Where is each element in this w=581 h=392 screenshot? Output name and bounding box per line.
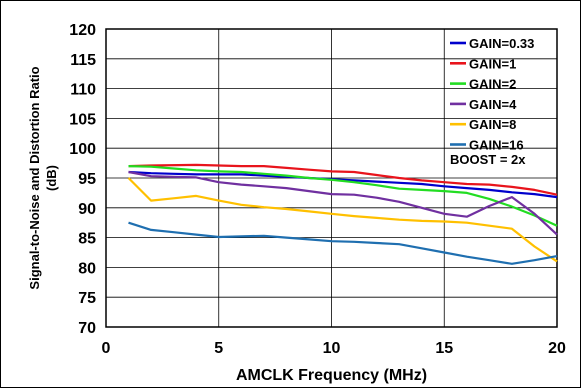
y-tick-label: 110 [70, 82, 96, 99]
x-tick-label: 20 [548, 340, 566, 357]
y-tick-label: 70 [78, 320, 96, 337]
series-line-1 [128, 170, 558, 199]
x-tick-label: 5 [214, 340, 223, 357]
series-line-6 [128, 221, 558, 265]
legend-label: GAIN=4 [469, 97, 517, 112]
legend-label: GAIN=16 [469, 138, 524, 153]
series-line-4 [128, 170, 558, 236]
grid-lines [105, 28, 558, 328]
x-tick-label: 15 [435, 340, 453, 357]
y-tick-label: 75 [78, 290, 96, 307]
y-tick-label: 105 [69, 111, 96, 128]
y-axis-unit-label: (dB) [44, 165, 59, 191]
y-axis-label: Signal-to-Noise and Distortion Ratio [27, 66, 42, 289]
y-tick-label: 90 [78, 201, 96, 218]
y-tick-label: 120 [69, 22, 96, 39]
plot-area [105, 28, 558, 328]
y-axis-ticks: 70 75 80 85 90 95 100 105 110 115 120 [69, 22, 96, 337]
legend-label: GAIN=0.33 [469, 36, 534, 51]
legend: GAIN=0.33 GAIN=1 GAIN=2 GAIN=4 GAIN=8 GAIN=16 [450, 36, 534, 153]
legend-label: GAIN=2 [469, 77, 516, 92]
y-tick-label: 85 [78, 231, 96, 248]
legend-label: GAIN=8 [469, 117, 516, 132]
y-tick-label: 100 [69, 141, 96, 158]
x-tick-label: 10 [323, 340, 341, 357]
x-axis-ticks: 0 5 10 15 20 [102, 340, 566, 357]
series-line-3 [128, 165, 558, 227]
series-layer [127, 163, 558, 265]
series-line-2 [128, 163, 558, 196]
boost-annotation: BOOST = 2x [450, 152, 526, 167]
x-tick-label: 0 [102, 340, 111, 357]
y-tick-label: 80 [78, 260, 96, 277]
y-tick-label: 95 [78, 171, 96, 188]
x-axis-label: AMCLK Frequency (MHz) [236, 367, 427, 384]
legend-label: GAIN=1 [469, 56, 516, 71]
series-line-5 [127, 177, 558, 263]
y-tick-label: 115 [70, 52, 96, 69]
